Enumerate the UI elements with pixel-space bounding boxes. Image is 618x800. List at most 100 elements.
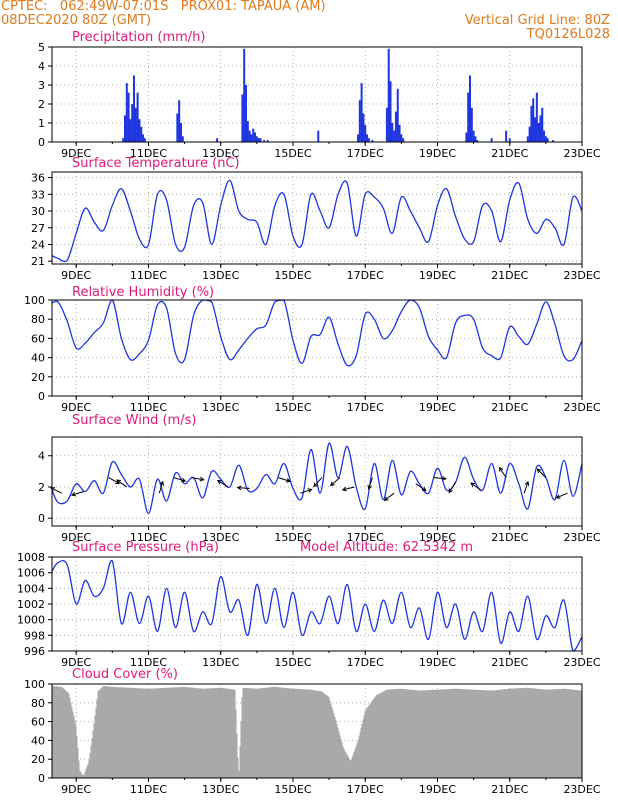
precip-bar [138, 119, 141, 142]
press-title: Surface Pressure (hPa) [72, 540, 219, 555]
rh-xtick-label: 13DEC [202, 401, 239, 414]
wind-arrow-head [330, 481, 335, 487]
rh-ytick-label: 80 [31, 313, 45, 326]
press-ytick-label: 1002 [17, 598, 45, 611]
precip-bar [393, 130, 396, 142]
wind-xtick-label: 11DEC [130, 531, 167, 544]
press-xtick-label: 19DEC [419, 656, 456, 669]
precip-xtick-label: 21DEC [491, 147, 528, 160]
precip-bar [243, 48, 246, 142]
precip-xtick-label: 9DEC [61, 147, 91, 160]
temp-ytick-label: 30 [31, 205, 45, 218]
precip-bar [539, 115, 542, 142]
precip-bar [134, 107, 137, 142]
wind-arrow-shaft [217, 480, 229, 488]
wind-arrow-head [421, 486, 427, 492]
temp-series-line [51, 179, 583, 263]
precip-bar [552, 140, 555, 142]
precip-title: Precipitation (mm/h) [72, 30, 205, 45]
precip-bar [125, 83, 128, 142]
cloud-frame [51, 683, 583, 779]
cloud-xtick-label: 21DEC [491, 783, 528, 796]
press-ytick-label: 996 [24, 645, 45, 658]
cloud-xtick-label: 17DEC [347, 783, 384, 796]
temp-xtick-label: 21DEC [491, 269, 528, 282]
header-vertical-grid: Vertical Grid Line: 80Z [464, 13, 610, 28]
precip-bar [362, 113, 365, 142]
cloud-ytick-label: 20 [31, 753, 45, 766]
precip-bar [476, 140, 479, 142]
wind-arrow-head [159, 480, 165, 486]
rh-ytick-label: 0 [38, 390, 45, 403]
precip-bar [541, 107, 544, 142]
precip-bar [490, 138, 493, 142]
wind-arrow-shaft [537, 468, 547, 478]
rh-xtick-label: 15DEC [274, 401, 311, 414]
wind-xtick-label: 23DEC [563, 531, 600, 544]
precip-bar [530, 105, 533, 142]
wind-xtick-label: 17DEC [347, 531, 384, 544]
precip-bar [528, 126, 531, 142]
temp-ytick-label: 36 [31, 172, 45, 185]
precip-bar [371, 140, 374, 142]
rh-frame [51, 299, 583, 397]
wind-arrow-head [50, 487, 56, 492]
precip-bar [402, 138, 405, 142]
precip-bar [133, 75, 136, 142]
rh-ytick-label: 100 [24, 294, 45, 307]
rh-series-line [51, 299, 583, 367]
precip-bar [472, 130, 475, 142]
cloud-xtick-label: 23DEC [563, 783, 600, 796]
precip-bar [544, 136, 547, 142]
precip-ytick-label: 1 [38, 117, 45, 130]
precip-xtick-label: 13DEC [202, 147, 239, 160]
wind-arrow-shaft [433, 477, 446, 480]
wind-arrow-head [441, 476, 447, 481]
precip-bar [546, 138, 549, 142]
wind-ytick-label: 2 [38, 481, 45, 494]
press-series-line [51, 560, 583, 652]
precip-bar [179, 123, 182, 142]
precip-bar [474, 136, 477, 142]
temp-xtick-label: 19DEC [419, 269, 456, 282]
precip-bar [505, 130, 508, 142]
wind-arrow-shaft [278, 477, 291, 482]
press-ytick-label: 1008 [17, 551, 45, 564]
precip-ytick-label: 0 [38, 136, 45, 149]
press-xtick-label: 21DEC [491, 656, 528, 669]
precip-bar [263, 140, 266, 142]
rh-xtick-label: 9DEC [61, 401, 91, 414]
precip-bar [129, 119, 132, 142]
press-xtick-label: 23DEC [563, 656, 600, 669]
precip-bar [216, 138, 219, 142]
wind-arrow-head [70, 491, 76, 497]
press-xtick-label: 17DEC [347, 656, 384, 669]
wind-arrow-shaft [116, 479, 128, 488]
wind-arrow-shaft [330, 477, 341, 486]
rh-xtick-label: 19DEC [419, 401, 456, 414]
wind-ytick-label: 0 [38, 512, 45, 525]
rh-xtick-label: 21DEC [491, 401, 528, 414]
wind-arrow-shaft [470, 482, 482, 491]
precip-bar [181, 136, 184, 142]
wind-arrow-head [181, 477, 187, 483]
wind-xtick-label: 21DEC [491, 531, 528, 544]
precip-bar [131, 104, 134, 142]
wind-arrow-shaft [313, 477, 323, 487]
wind-arrow-head [383, 496, 389, 502]
precip-bar [526, 136, 529, 142]
wind-arrow-head [470, 482, 476, 487]
wind-arrow-head [307, 488, 313, 493]
precip-bar [142, 134, 145, 142]
precip-bar [387, 48, 390, 142]
press-xtick-label: 9DEC [61, 656, 91, 669]
rh-ytick-label: 40 [31, 352, 45, 365]
precip-bar [394, 111, 397, 142]
rh-xtick-label: 11DEC [130, 401, 167, 414]
wind-xtick-label: 13DEC [202, 531, 239, 544]
wind-arrow-shaft [499, 467, 507, 478]
cloud-title: Cloud Cover (%) [72, 667, 178, 682]
wind-arrow-head [116, 479, 121, 484]
press-ytick-label: 1006 [17, 567, 45, 580]
